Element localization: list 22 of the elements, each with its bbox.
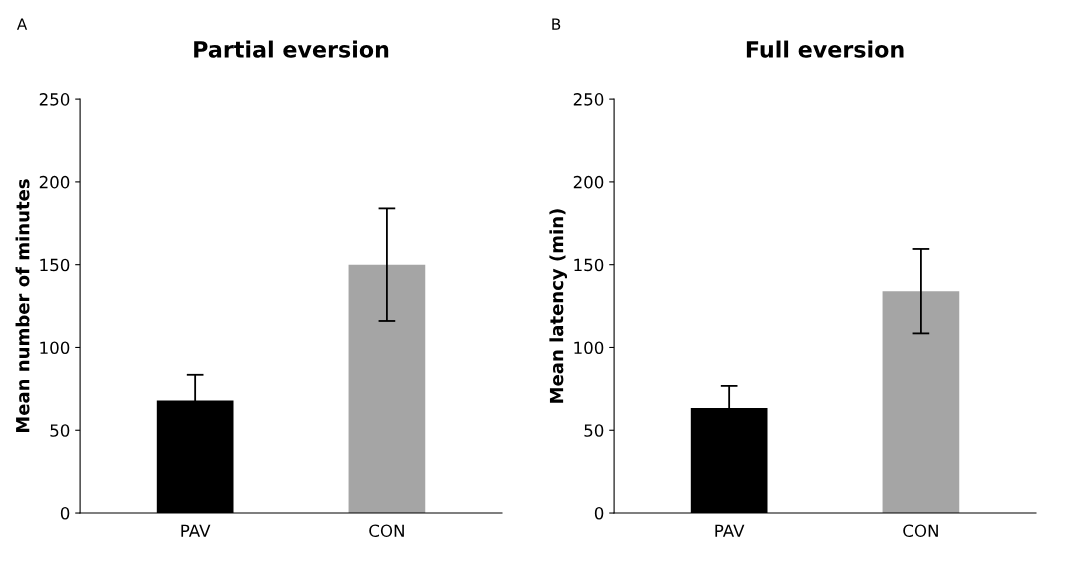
y-tick-label: 150: [40, 258, 70, 272]
chart-title: Full eversion: [746, 40, 904, 58]
y-tick-label: 50: [50, 424, 70, 437]
y-tick-label: 100: [40, 341, 70, 355]
text: B: [552, 18, 561, 30]
y-tick-label: 250: [39, 93, 70, 106]
x-tick-label: PAV: [715, 524, 745, 537]
y-tick-label: 0: [60, 507, 70, 520]
x-tick-label: CON: [369, 524, 404, 538]
y-tick-label: 200: [573, 175, 604, 189]
chart-title: Partial eversion: [194, 40, 389, 58]
y-tick-label: 150: [574, 258, 604, 272]
y-axis-title: Mean number of minutes: [15, 179, 30, 433]
text: A: [16, 18, 28, 30]
y-axis-title: Mean latency (min): [549, 209, 568, 403]
y-tick-label: 0: [594, 507, 604, 520]
x-tick-label: CON: [903, 524, 938, 538]
y-tick-label: 50: [584, 424, 604, 437]
x-tick-label: PAV: [181, 524, 211, 537]
y-tick-label: 200: [39, 175, 70, 189]
y-tick-label: 100: [574, 341, 604, 355]
y-tick-label: 250: [573, 93, 604, 106]
